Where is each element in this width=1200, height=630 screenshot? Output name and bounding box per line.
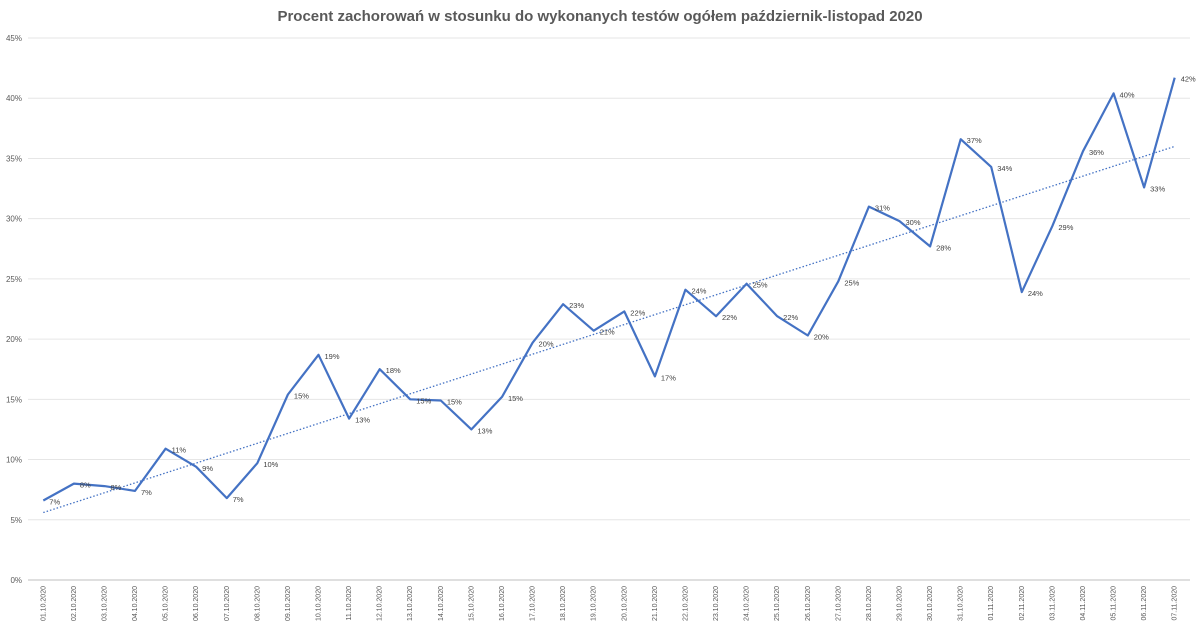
- data-label: 9%: [202, 464, 213, 473]
- y-tick-label: 25%: [6, 275, 22, 284]
- x-tick-label: 17.10.2020: [530, 586, 537, 621]
- x-tick-label: 27.10.2020: [835, 586, 842, 621]
- x-tick-label: 05.10.2020: [163, 586, 170, 621]
- data-label: 20%: [539, 340, 554, 349]
- data-label: 7%: [141, 488, 152, 497]
- x-tick-label: 26.10.2020: [805, 586, 812, 621]
- data-label: 40%: [1120, 90, 1135, 99]
- x-tick-label: 30.10.2020: [927, 586, 934, 621]
- data-label: 28%: [936, 243, 951, 252]
- x-tick-label: 03.11.2020: [1049, 586, 1056, 621]
- gridlines: [28, 37, 1190, 581]
- x-tick-label: 12.10.2020: [377, 586, 384, 621]
- x-tick-label: 02.11.2020: [1019, 586, 1026, 621]
- y-tick-label: 10%: [6, 456, 22, 465]
- y-tick-label: 0%: [10, 576, 22, 585]
- x-tick-label: 04.11.2020: [1080, 586, 1087, 621]
- x-tick-label: 16.10.2020: [499, 586, 506, 621]
- trendline-group: [43, 145, 1175, 514]
- data-label: 8%: [110, 483, 121, 492]
- series-line: [42, 77, 1176, 502]
- data-label: 25%: [844, 278, 859, 287]
- data-label: 13%: [355, 416, 370, 425]
- x-tick-label: 25.10.2020: [774, 586, 781, 621]
- x-tick-label: 04.10.2020: [132, 586, 139, 621]
- data-label: 17%: [661, 373, 676, 382]
- data-label: 7%: [233, 495, 244, 504]
- y-tick-label: 20%: [6, 335, 22, 344]
- x-tick-label: 19.10.2020: [591, 586, 598, 621]
- data-label: 33%: [1150, 184, 1165, 193]
- x-tick-label: 31.10.2020: [958, 586, 965, 621]
- data-label: 22%: [783, 313, 798, 322]
- data-label: 31%: [875, 204, 890, 213]
- x-tick-label: 14.10.2020: [438, 586, 445, 621]
- y-tick-label: 30%: [6, 215, 22, 224]
- x-tick-label: 10.10.2020: [316, 586, 323, 621]
- x-tick-label: 09.10.2020: [285, 586, 292, 621]
- x-tick-label: 08.10.2020: [254, 586, 261, 621]
- x-tick-label: 24.10.2020: [744, 586, 751, 621]
- data-label: 7%: [49, 498, 60, 507]
- data-label: 20%: [814, 332, 829, 341]
- y-axis-ticks: 0% 5% 10% 15% 20% 25% 30% 35% 40% 45%: [6, 34, 22, 585]
- data-label: 34%: [997, 164, 1012, 173]
- data-label: 22%: [630, 308, 645, 317]
- data-label: 11%: [172, 446, 187, 455]
- data-label: 37%: [967, 136, 982, 145]
- data-label: 13%: [477, 426, 492, 435]
- data-label: 18%: [386, 366, 401, 375]
- data-label: 23%: [569, 301, 584, 310]
- x-tick-label: 05.11.2020: [1111, 586, 1118, 621]
- x-tick-label: 01.11.2020: [988, 586, 995, 621]
- data-label: 29%: [1058, 223, 1073, 232]
- y-tick-label: 40%: [6, 94, 22, 103]
- x-tick-label: 03.10.2020: [101, 586, 108, 621]
- data-label: 15%: [416, 396, 431, 405]
- data-label: 30%: [906, 218, 921, 227]
- x-tick-label: 01.10.2020: [40, 586, 47, 621]
- data-label: 15%: [294, 392, 309, 401]
- x-tick-label: 02.10.2020: [71, 586, 78, 621]
- data-label: 25%: [753, 281, 768, 290]
- y-tick-label: 5%: [10, 516, 22, 525]
- data-label: 15%: [508, 394, 523, 403]
- data-label: 15%: [447, 398, 462, 407]
- x-tick-label: 06.11.2020: [1141, 586, 1148, 621]
- x-tick-label: 11.10.2020: [346, 586, 353, 621]
- x-tick-label: 29.10.2020: [897, 586, 904, 621]
- data-label: 8%: [80, 481, 91, 490]
- x-tick-label: 18.10.2020: [560, 586, 567, 621]
- data-label: 42%: [1181, 75, 1196, 84]
- x-axis-ticks: 01.10.2020 02.10.2020 03.10.2020 04.10.2020…: [40, 586, 1178, 621]
- x-tick-label: 20.10.2020: [621, 586, 628, 621]
- x-tick-label: 06.10.2020: [193, 586, 200, 621]
- x-tick-label: 23.10.2020: [713, 586, 720, 621]
- data-label: 24%: [1028, 289, 1043, 298]
- x-tick-label: 28.10.2020: [866, 586, 873, 621]
- x-tick-label: 07.11.2020: [1172, 586, 1179, 621]
- series-group: [42, 77, 1176, 502]
- data-label: 21%: [600, 328, 615, 337]
- x-tick-label: 15.10.2020: [468, 586, 475, 621]
- chart-title: Procent zachorowań w stosunku do wykonan…: [277, 8, 923, 25]
- data-label: 36%: [1089, 148, 1104, 157]
- x-tick-label: 22.10.2020: [682, 586, 689, 621]
- x-tick-label: 21.10.2020: [652, 586, 659, 621]
- y-tick-label: 15%: [6, 395, 22, 404]
- x-tick-label: 13.10.2020: [407, 586, 414, 621]
- data-label: 24%: [691, 287, 706, 296]
- data-label: 19%: [325, 352, 340, 361]
- x-tick-label: 07.10.2020: [224, 586, 231, 621]
- y-tick-label: 35%: [6, 154, 22, 163]
- data-label: 10%: [263, 460, 278, 469]
- y-tick-label: 45%: [6, 34, 22, 43]
- data-label: 22%: [722, 313, 737, 322]
- trendline: [43, 145, 1175, 514]
- data-labels-group: 7% 8% 8% 7% 11% 9% 7% 10% 15% 19% 13% 18% 15% 15% 13% 1…: [49, 75, 1196, 507]
